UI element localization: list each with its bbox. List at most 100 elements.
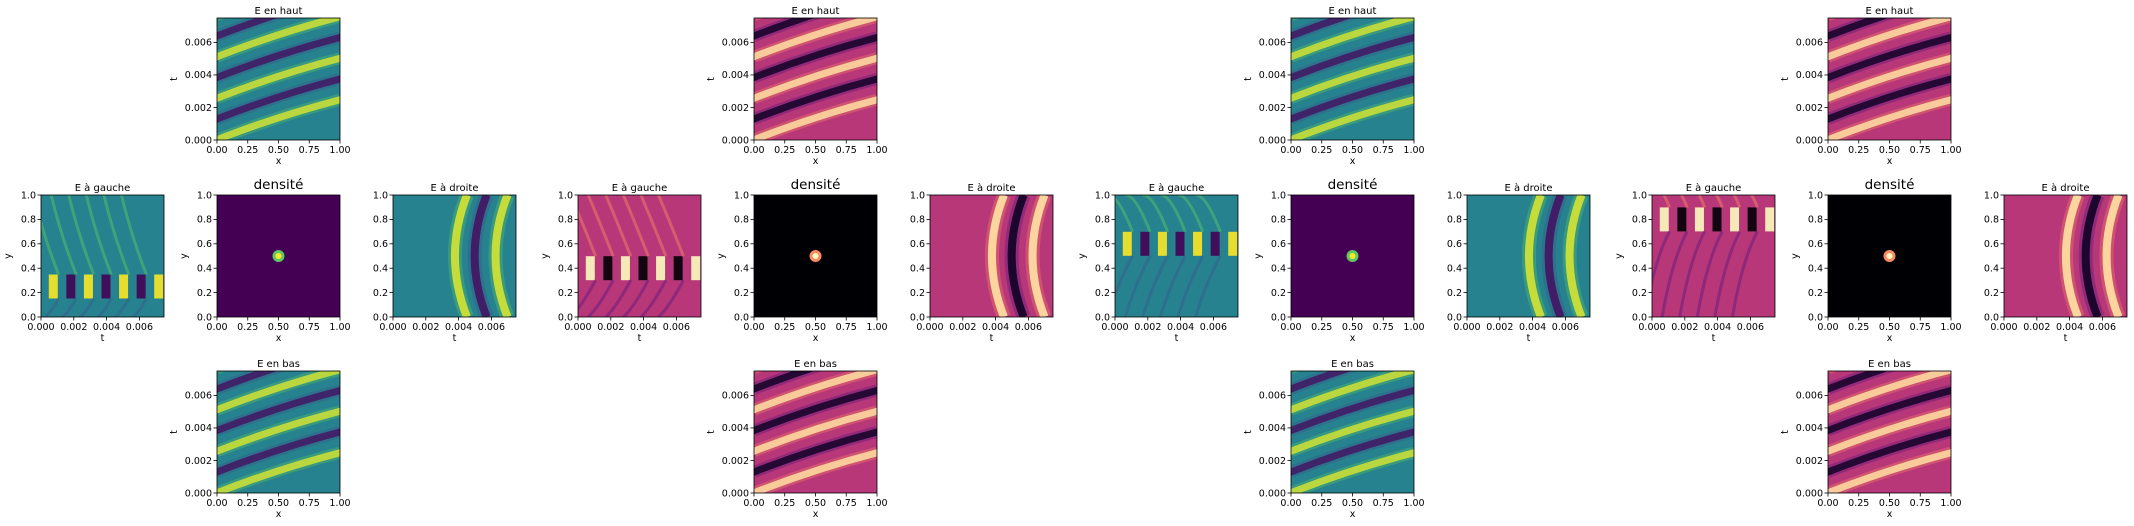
x-tick-label: 0.75 <box>299 322 320 333</box>
wave-trace <box>1662 195 1689 208</box>
wave-trace <box>1660 230 1689 317</box>
wavefront-arc-halo <box>984 195 1011 317</box>
wave-trace <box>41 217 60 276</box>
wave-trace <box>1115 255 1134 300</box>
panel-title: E en haut <box>792 6 840 17</box>
y-tick-label: 0.000 <box>185 135 212 146</box>
x-tick-label: 0.00 <box>1280 498 1301 509</box>
y-tick-label: 0.8 <box>910 215 925 226</box>
wave-band <box>217 96 340 140</box>
oscillation-cell <box>83 274 93 299</box>
x-tick-label: 0.25 <box>774 322 795 333</box>
wave-trace <box>1652 230 1671 288</box>
panel-title: E à gauche <box>612 182 668 194</box>
y-tick-label: 0.0 <box>1984 312 1999 323</box>
wave-band-halo <box>217 52 340 104</box>
x-tick-label: 0.006 <box>663 322 690 333</box>
x-tick-label: 0.002 <box>2023 322 2050 333</box>
panel-title: E à gauche <box>1686 182 1742 194</box>
x-tick-label: 0.00 <box>206 498 227 509</box>
x-tick-label: 0.00 <box>743 145 764 156</box>
y-axis-label: y <box>1077 253 1088 259</box>
y-tick-label: 0.4 <box>1984 264 1999 275</box>
y-tick-label: 0.4 <box>910 264 925 275</box>
wavefront-arc-halo <box>2058 195 2085 317</box>
wave-band <box>754 449 877 493</box>
x-tick-label: 0.002 <box>1671 322 1698 333</box>
wave-trace <box>1176 255 1205 317</box>
panel-2-right: E à droite 0.000 0.002 0.004 0.006 0.0 0.2 0.4 0… <box>910 182 1054 344</box>
wave-band-halo <box>217 73 340 125</box>
x-tick-label: 0.50 <box>805 145 826 156</box>
density-source <box>1886 253 1893 259</box>
x-tick-label: 1.00 <box>1940 498 1961 509</box>
wave-trace <box>102 195 131 276</box>
x-axis-label: x <box>1350 333 1356 344</box>
y-tick-label: 0.6 <box>1984 239 1999 250</box>
wave-trace <box>586 195 615 257</box>
wave-trace <box>1141 255 1170 317</box>
wave-band <box>1291 371 1414 414</box>
y-axis-label: t <box>706 77 717 81</box>
y-tick-label: 0.006 <box>722 38 749 49</box>
wavefront-arc <box>1544 195 1565 317</box>
y-tick-label: 0.004 <box>1259 70 1286 81</box>
x-tick-label: 1.00 <box>329 498 350 509</box>
wave-band-halo <box>217 31 340 84</box>
y-tick-label: 0.2 <box>1808 288 1823 299</box>
x-tick-label: 0.75 <box>836 145 857 156</box>
wave-band-halo <box>754 371 823 395</box>
oscillation-cell <box>691 256 701 281</box>
oscillation-cell <box>1694 207 1704 232</box>
wave-band-halo <box>1828 31 1951 84</box>
x-axis-label: x <box>1350 156 1356 167</box>
x-tick-label: 0.004 <box>445 322 472 333</box>
wave-trace <box>84 195 113 276</box>
oscillation-cell <box>1228 231 1238 256</box>
wave-band <box>1291 18 1352 40</box>
y-axis-label: t <box>169 430 180 434</box>
wave-trace <box>578 208 597 257</box>
y-tick-label: 0.000 <box>1796 488 1823 499</box>
x-tick-label: 0.50 <box>1879 498 1900 509</box>
wave-trace <box>51 297 78 317</box>
x-tick-label: 0.50 <box>268 498 289 509</box>
y-axis-label: y <box>1614 253 1625 259</box>
wave-band <box>217 371 340 414</box>
panel-3-bottom: E en bas 0.00 0.25 0.50 0.75 1.00 0.000 0.002 0.… <box>1243 359 1425 520</box>
panel-title: E à gauche <box>1149 182 1205 194</box>
wave-trace <box>1158 255 1187 317</box>
y-tick-label: 0.2 <box>734 288 749 299</box>
wave-band-halo <box>217 426 340 478</box>
oscillation-cell <box>1730 207 1740 232</box>
y-tick-label: 0.4 <box>734 264 749 275</box>
x-tick-label: 0.004 <box>1167 322 1194 333</box>
y-axis-label: t <box>169 77 180 81</box>
panels-layer: E en haut 0.00 0.25 0.50 0.75 1.00 0.000 0.002 0… <box>3 6 2128 520</box>
wave-band <box>1828 407 1951 455</box>
wave-band-halo <box>1828 73 1951 125</box>
x-tick-label: 0.002 <box>60 322 87 333</box>
x-tick-label: 0.25 <box>1848 322 1869 333</box>
y-tick-label: 1.0 <box>373 190 388 201</box>
x-tick-label: 1.00 <box>866 322 887 333</box>
panel-title: E à droite <box>430 182 478 194</box>
wave-band <box>217 18 278 40</box>
x-tick-label: 0.004 <box>630 322 657 333</box>
panel-title: E à droite <box>967 182 1015 194</box>
x-tick-label: 0.75 <box>1910 322 1931 333</box>
y-axis-label: y <box>1253 253 1264 259</box>
oscillation-cell <box>1122 231 1132 256</box>
x-tick-label: 0.50 <box>1342 498 1363 509</box>
y-tick-label: 0.4 <box>1095 264 1110 275</box>
wave-band <box>217 449 340 493</box>
wave-band <box>754 54 877 102</box>
wave-band <box>1291 386 1414 434</box>
x-axis-label: t <box>2064 333 2068 344</box>
wave-band-halo <box>754 426 877 478</box>
y-tick-label: 1.0 <box>1271 190 1286 201</box>
panel-3-top: E en haut 0.00 0.25 0.50 0.75 1.00 0.000 0.002 0… <box>1243 6 1425 167</box>
plot-frame <box>577 194 702 318</box>
wave-band-halo <box>1828 405 1951 457</box>
wave-band-halo <box>1828 52 1951 104</box>
